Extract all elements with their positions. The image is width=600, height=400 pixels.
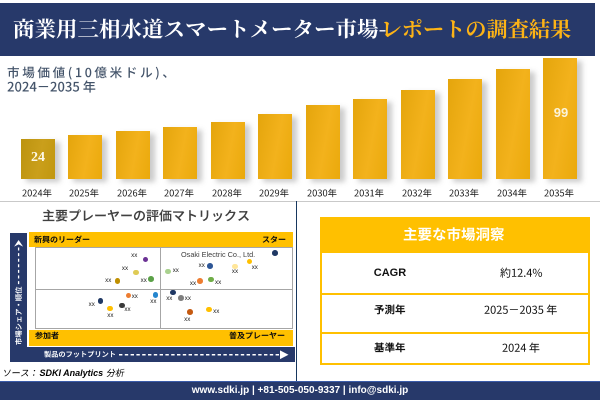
svg-text:SDKI Analytics: SDKI Analytics xyxy=(40,368,104,378)
